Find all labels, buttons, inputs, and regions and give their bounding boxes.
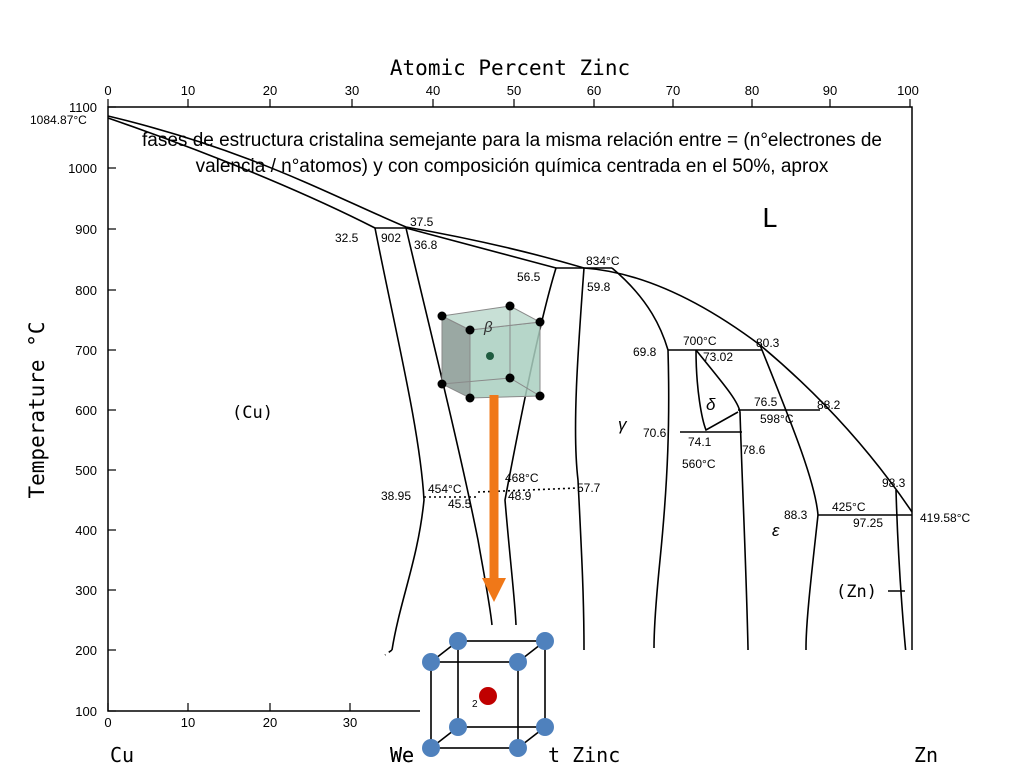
label-80-3: 80.3 [756, 336, 780, 350]
label-36-8: 36.8 [414, 238, 438, 252]
label-834: 834°C [586, 254, 620, 268]
bottom-tick-label: 30 [343, 715, 357, 730]
label-73-02: 73.02 [703, 350, 733, 364]
top-tick-label: 100 [897, 83, 919, 98]
delta-phase-label: δ [706, 395, 716, 414]
left-tick-label: 800 [75, 283, 97, 298]
bcc-cube-icon: β [437, 301, 545, 403]
top-axis-tick-labels: 0 10 20 30 40 50 60 70 80 90 100 [104, 83, 918, 98]
label-56-5: 56.5 [517, 270, 541, 284]
plot-frame [107, 106, 913, 712]
top-tick-label: 90 [823, 83, 837, 98]
label-700: 700°C [683, 334, 717, 348]
top-tick-label: 80 [745, 83, 759, 98]
label-57-7: 57.7 [577, 481, 601, 495]
bottom-axis-title-left: We [390, 743, 414, 767]
label-76-5: 76.5 [754, 395, 778, 409]
cu-phase-label: (Cu) [232, 403, 273, 423]
y-axis-title: Temperature °C [25, 321, 49, 498]
left-tick-label: 1000 [68, 161, 97, 176]
top-tick-label: 50 [507, 83, 521, 98]
left-axis-tick-labels: 1100 1000 900 800 700 600 500 400 300 20… [68, 100, 97, 719]
cu-solvus-dashed [384, 649, 393, 656]
label-454: 454°C [428, 482, 462, 496]
top-axis-ticks [107, 99, 911, 107]
label-560: 560°C [682, 457, 716, 471]
gamma-right-boundary [611, 267, 670, 649]
bottom-tick-label: 0 [104, 715, 111, 730]
top-tick-label: 10 [181, 83, 195, 98]
label-59-8: 59.8 [587, 280, 611, 294]
label-88-3: 88.3 [784, 508, 808, 522]
label-70-6: 70.6 [643, 426, 667, 440]
cu-solidus-curve [107, 117, 376, 229]
bcc-center-label: 2 [472, 699, 478, 710]
bcc-unit-cell-icon: 2 [420, 632, 965, 768]
left-axis-ticks [108, 106, 116, 712]
left-element-label: Cu [110, 743, 134, 767]
label-425: 425°C [832, 500, 866, 514]
label-69-8: 69.8 [633, 345, 657, 359]
right-element-label-overlay: Zn [914, 743, 938, 767]
bottom-tick-label: 10 [181, 715, 195, 730]
epsilon-phase-label: ε [772, 521, 780, 540]
left-tick-label: 500 [75, 463, 97, 478]
label-38-95: 38.95 [381, 489, 411, 503]
bottom-tick-label: 20 [263, 715, 277, 730]
cu-melting-label: 1084.87°C [30, 113, 87, 127]
label-902: 902 [381, 231, 401, 245]
cu-solvus-curve [374, 227, 425, 651]
left-tick-label: 900 [75, 222, 97, 237]
top-tick-label: 0 [104, 83, 111, 98]
label-74-1: 74.1 [688, 435, 712, 449]
label-37-5: 37.5 [410, 215, 434, 229]
label-32-5: 32.5 [335, 231, 359, 245]
beta-left-boundary [405, 227, 493, 626]
top-tick-label: 40 [426, 83, 440, 98]
gamma-phase-label: γ [618, 415, 628, 434]
gamma-left-boundary [574, 267, 585, 651]
label-45-5: 45.5 [448, 497, 472, 511]
diagram-labels: 1084.87°C 37.5 32.5 902 36.8 834°C 56.5 … [30, 113, 971, 530]
unit-cell-backdrop [420, 650, 965, 768]
epsilon-left-boundary [739, 411, 749, 649]
left-tick-label: 1100 [69, 100, 97, 115]
orange-arrow-head [482, 578, 506, 602]
bottom-axis-title-left-overlay: We [390, 743, 414, 767]
top-axis-title: Atomic Percent Zinc [390, 56, 630, 80]
slide-caption: fases de estructura cristalina semejante… [40, 128, 984, 180]
left-tick-label: 300 [75, 583, 97, 598]
left-tick-label: 700 [75, 343, 97, 358]
caption-line-1: fases de estructura cristalina semejante… [142, 130, 882, 151]
label-88-2: 88.2 [817, 398, 841, 412]
left-tick-label: 400 [75, 523, 97, 538]
bottom-axis-title-right-overlay: t Zinc [548, 743, 620, 767]
epsilon-right-boundary [759, 344, 819, 649]
top-tick-label: 60 [587, 83, 601, 98]
beta-solidus [405, 227, 557, 269]
caption-line-2: valencia / n°atomos) y con composición q… [195, 156, 829, 177]
label-598: 598°C [760, 412, 794, 426]
zn-phase-label: (Zn) [836, 582, 877, 602]
label-78-6: 78.6 [742, 443, 766, 457]
label-97-25: 97.25 [853, 516, 883, 530]
label-419-58: 419.58°C [920, 511, 971, 525]
top-tick-label: 20 [263, 83, 277, 98]
delta-boundary-left [695, 349, 739, 432]
left-tick-label: 100 [75, 704, 97, 719]
top-tick-label: 30 [345, 83, 359, 98]
label-98-3: 98.3 [882, 476, 906, 490]
beta-phase-label: β [483, 319, 493, 336]
left-tick-label: 600 [75, 403, 97, 418]
left-tick-label: 200 [75, 643, 97, 658]
top-tick-label: 70 [666, 83, 680, 98]
label-48-9: 48.9 [508, 489, 532, 503]
delta-boundary-right [695, 349, 741, 413]
liquid-phase-label: L [762, 204, 778, 234]
phase-boundaries [107, 115, 913, 706]
label-468: 468°C [505, 471, 539, 485]
